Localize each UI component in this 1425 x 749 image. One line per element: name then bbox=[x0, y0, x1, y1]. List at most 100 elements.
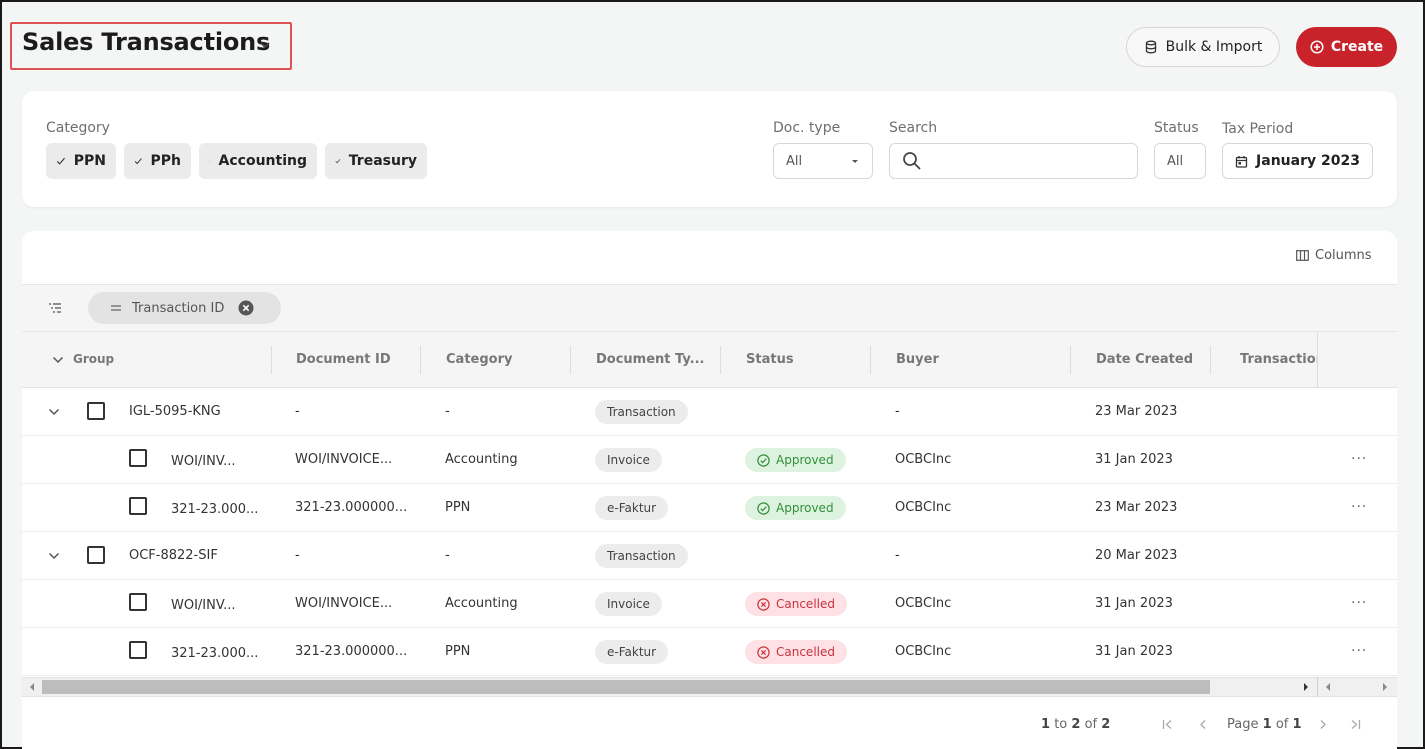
check-icon bbox=[56, 157, 65, 165]
table-row[interactable] bbox=[22, 484, 1397, 532]
bulk-import-button[interactable]: Bulk & Import bbox=[1126, 27, 1280, 67]
doc-type-tag: Transaction bbox=[595, 400, 688, 424]
status-text: Approved bbox=[776, 453, 834, 467]
tax-period-button[interactable]: January 2023 bbox=[1222, 143, 1373, 179]
chip-pph[interactable]: PPh bbox=[124, 143, 191, 179]
col-header-transaction[interactable]: Transaction bbox=[1240, 352, 1318, 367]
more-actions-icon[interactable]: ··· bbox=[1351, 595, 1368, 611]
col-header-status[interactable]: Status bbox=[746, 352, 794, 367]
bulk-import-label: Bulk & Import bbox=[1165, 39, 1263, 55]
doctype-value: All bbox=[786, 153, 803, 169]
chip-treasury[interactable]: Treasury bbox=[325, 143, 427, 179]
table-row[interactable] bbox=[22, 580, 1397, 628]
group-cell: OCF-8822-SIF bbox=[129, 548, 218, 563]
scrollbar-divider bbox=[1317, 677, 1318, 697]
column-divider[interactable] bbox=[1210, 346, 1211, 374]
first-page-icon[interactable] bbox=[1162, 719, 1174, 730]
x-circle-icon bbox=[757, 597, 770, 611]
group-cell: 321-23.000... bbox=[171, 646, 259, 661]
chevron-down-icon[interactable] bbox=[52, 355, 64, 365]
date-cell: 31 Jan 2023 bbox=[1095, 644, 1173, 659]
more-actions-icon[interactable]: ··· bbox=[1351, 499, 1368, 515]
column-divider[interactable] bbox=[870, 346, 871, 374]
scroll-right-icon[interactable] bbox=[1302, 682, 1310, 692]
search-box[interactable] bbox=[889, 143, 1138, 179]
group-cell: 321-23.000... bbox=[171, 502, 259, 517]
page-word: Page bbox=[1227, 717, 1259, 732]
tax-period-value: January 2023 bbox=[1256, 153, 1360, 169]
scroll-left-icon[interactable] bbox=[28, 682, 36, 692]
column-divider[interactable] bbox=[1070, 346, 1071, 374]
more-actions-icon[interactable]: ··· bbox=[1351, 451, 1368, 467]
range-total: 2 bbox=[1101, 717, 1111, 732]
chip-ppn[interactable]: PPN bbox=[46, 143, 116, 179]
row-checkbox[interactable] bbox=[129, 593, 147, 611]
scroll-left-icon[interactable] bbox=[1324, 682, 1332, 692]
column-divider[interactable] bbox=[720, 346, 721, 374]
col-header-group[interactable]: Group bbox=[73, 352, 115, 366]
col-header-date-created[interactable]: Date Created bbox=[1096, 352, 1193, 367]
chip-label: Accounting bbox=[218, 153, 307, 169]
col-header-buyer[interactable]: Buyer bbox=[896, 352, 939, 367]
next-page-icon[interactable] bbox=[1318, 719, 1328, 730]
page-current: 1 bbox=[1262, 717, 1272, 732]
columns-button[interactable]: Columns bbox=[1296, 248, 1372, 263]
scroll-right-icon[interactable] bbox=[1381, 682, 1389, 692]
buyer-cell: OCBCInc bbox=[895, 500, 952, 515]
scrollbar-thumb[interactable] bbox=[42, 680, 1210, 694]
col-header-category[interactable]: Category bbox=[446, 352, 513, 367]
create-label: Create bbox=[1330, 39, 1384, 55]
row-checkbox[interactable] bbox=[87, 546, 105, 564]
drag-handle-icon[interactable] bbox=[110, 304, 122, 312]
group-cell: WOI/INV... bbox=[171, 598, 236, 613]
row-checkbox[interactable] bbox=[129, 497, 147, 515]
buyer-cell: - bbox=[895, 404, 900, 419]
row-checkbox[interactable] bbox=[87, 402, 105, 420]
status-badge: Approved bbox=[745, 448, 846, 472]
row-checkbox[interactable] bbox=[129, 449, 147, 467]
doctype-select[interactable]: All bbox=[773, 143, 873, 179]
range-to-word: to bbox=[1054, 717, 1068, 732]
range-to: 2 bbox=[1071, 717, 1081, 732]
chip-accounting[interactable]: Accounting bbox=[199, 143, 317, 179]
chevron-down-icon[interactable] bbox=[48, 551, 60, 561]
range-of-word: of bbox=[1084, 717, 1098, 732]
check-icon bbox=[335, 159, 341, 164]
column-divider[interactable] bbox=[420, 346, 421, 374]
check-icon bbox=[209, 160, 211, 162]
doctype-label: Doc. type bbox=[773, 120, 841, 136]
page-title[interactable]: Sales Transactions bbox=[22, 28, 271, 56]
table-row[interactable] bbox=[22, 436, 1397, 484]
search-label: Search bbox=[889, 120, 938, 136]
doc-type-tag: e-Faktur bbox=[595, 640, 669, 664]
caret-down-icon bbox=[852, 160, 858, 163]
category-cell: PPN bbox=[445, 500, 471, 515]
table-row[interactable] bbox=[22, 628, 1397, 676]
search-input[interactable] bbox=[930, 153, 1137, 169]
status-select[interactable]: All bbox=[1154, 143, 1206, 179]
column-divider[interactable] bbox=[271, 346, 272, 374]
last-page-icon[interactable] bbox=[1349, 719, 1361, 730]
remove-icon[interactable] bbox=[238, 300, 254, 316]
status-text: Cancelled bbox=[776, 645, 835, 659]
columns-label: Columns bbox=[1315, 248, 1372, 263]
check-icon bbox=[134, 158, 142, 165]
status-text: Approved bbox=[776, 501, 834, 515]
col-header-document-type[interactable]: Document Ty... bbox=[596, 352, 705, 367]
chevron-down-icon[interactable] bbox=[48, 407, 60, 417]
col-header-document-id[interactable]: Document ID bbox=[296, 352, 391, 367]
previous-page-icon[interactable] bbox=[1198, 719, 1208, 730]
check-circle-icon bbox=[757, 453, 770, 467]
group-by-chip[interactable]: Transaction ID bbox=[88, 292, 281, 324]
table-row[interactable] bbox=[22, 388, 1397, 436]
tax-period-label: Tax Period bbox=[1222, 121, 1294, 137]
date-cell: 31 Jan 2023 bbox=[1095, 452, 1173, 467]
column-divider[interactable] bbox=[570, 346, 571, 374]
create-button[interactable]: Create bbox=[1296, 27, 1397, 67]
document-id-cell: 321-23.000000... bbox=[295, 644, 408, 659]
group-list-icon[interactable] bbox=[48, 302, 62, 314]
chevron-down-icon[interactable] bbox=[258, 38, 272, 52]
more-actions-icon[interactable]: ··· bbox=[1351, 643, 1368, 659]
row-checkbox[interactable] bbox=[129, 641, 147, 659]
table-row[interactable] bbox=[22, 532, 1397, 580]
